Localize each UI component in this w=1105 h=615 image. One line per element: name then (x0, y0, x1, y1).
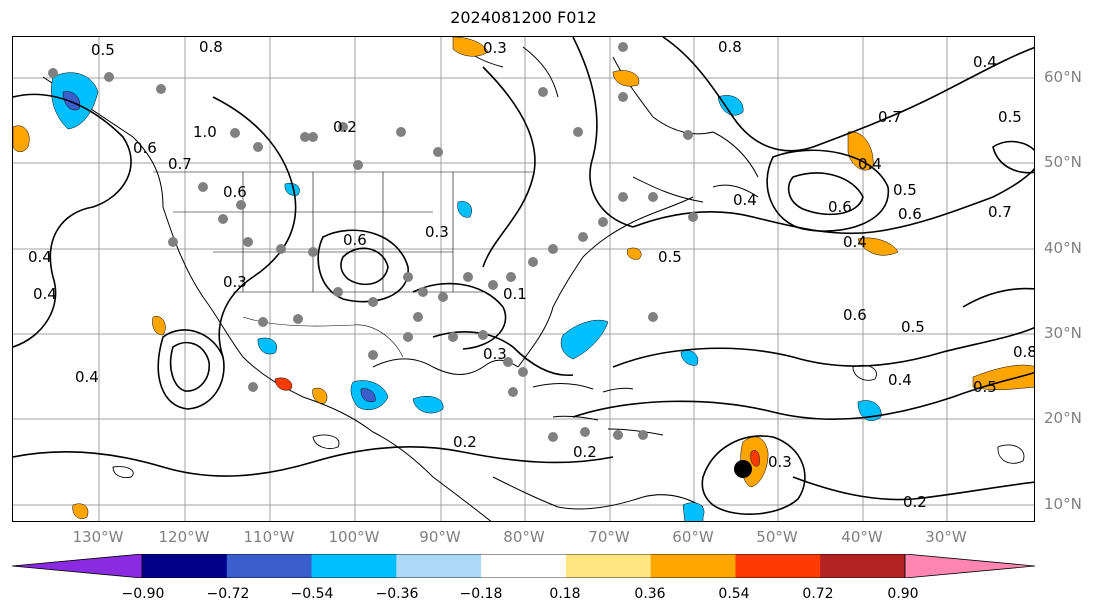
contour-label: 0.2 (903, 493, 927, 511)
contour-label: 0.8 (718, 38, 742, 56)
map-panel: 0.5 0.8 0.3 0.6 1.0 0.7 0.6 0.4 0.6 0.3 … (12, 36, 1035, 522)
colorbar-tick: 0.36 (634, 586, 666, 602)
colorbar-tick: −0.90 (121, 586, 165, 602)
colorbar-tick: −0.18 (459, 586, 503, 602)
political-borders (153, 171, 533, 358)
contour-label: 0.4 (733, 191, 757, 209)
contour-label: 0.6 (898, 205, 922, 223)
colorbar-segment (481, 554, 567, 578)
contour-label: 0.4 (888, 371, 912, 389)
contour-label: 0.4 (973, 53, 997, 71)
contour-label-layer: 0.5 0.8 0.3 0.6 1.0 0.7 0.6 0.4 0.6 0.3 … (28, 38, 1035, 511)
colorbar-tick: 0.72 (802, 586, 834, 602)
contour-label: 0.5 (973, 378, 997, 396)
colorbar-segment (142, 554, 228, 578)
contour-label: 0.3 (483, 39, 507, 57)
contour-label: 0.7 (988, 203, 1012, 221)
colorbar-svg (11, 553, 1036, 579)
contour-label: 0.6 (133, 139, 157, 157)
contour-label: 0.3 (768, 453, 792, 471)
longitude-label: 40°W (841, 528, 883, 546)
contour-label: 0.6 (828, 198, 852, 216)
contour-label: 0.2 (573, 443, 597, 461)
colorbar-segment (735, 554, 821, 578)
colorbar-tick: −0.54 (290, 586, 334, 602)
contour-label: 0.7 (878, 108, 902, 126)
colorbar-segment (650, 554, 736, 578)
longitude-label: 110°W (243, 528, 295, 546)
contour-label: 0.6 (843, 306, 867, 324)
contour-label: 0.3 (425, 223, 449, 241)
station-markers (48, 42, 698, 442)
colorbar-over-arrow (904, 553, 1036, 579)
colorbar-tick: −0.36 (375, 586, 419, 602)
contour-label: 0.8 (1013, 343, 1035, 361)
longitude-label: 70°W (588, 528, 630, 546)
latitude-label: 40°N (1044, 239, 1082, 257)
storm-marker (734, 460, 752, 478)
longitude-label: 50°W (756, 528, 798, 546)
contour-label: 0.5 (893, 181, 917, 199)
latitude-label: 60°N (1044, 68, 1082, 86)
colorbar-segment (311, 554, 397, 578)
longitude-label: 60°W (672, 528, 714, 546)
contour-lines-thin (112, 364, 1025, 478)
colorbar-under-arrow (11, 553, 143, 579)
contour-label: 0.6 (223, 183, 247, 201)
colorbar-segment (226, 554, 313, 578)
latitude-label: 10°N (1044, 495, 1082, 513)
contour-label: 0.1 (503, 285, 527, 303)
longitude-label: 30°W (925, 528, 967, 546)
contour-label: 0.8 (199, 38, 223, 56)
map-canvas: 0.5 0.8 0.3 0.6 1.0 0.7 0.6 0.4 0.6 0.3 … (13, 37, 1035, 521)
colorbar-tick: −0.72 (206, 586, 250, 602)
contour-label: 0.5 (901, 318, 925, 336)
colorbar-segments (141, 553, 906, 579)
contour-label: 0.6 (343, 231, 367, 249)
colorbar-tick: 0.18 (549, 586, 581, 602)
contour-label: 0.4 (33, 285, 57, 303)
colorbar-tick: 0.90 (887, 586, 919, 602)
latitude-label: 20°N (1044, 409, 1082, 427)
contour-label: 0.4 (843, 233, 867, 251)
longitude-label: 100°W (328, 528, 380, 546)
colorbar-segment (565, 554, 652, 578)
colorbar-segment (396, 554, 482, 578)
contour-label: 0.4 (75, 368, 99, 386)
shading-positive (13, 37, 1034, 519)
colorbar-tick: 0.54 (718, 586, 750, 602)
contour-label: 0.2 (333, 118, 357, 136)
coastlines (42, 37, 759, 521)
contour-label: 0.3 (483, 345, 507, 363)
contour-label: 0.4 (28, 248, 52, 266)
contour-lines (13, 37, 1034, 515)
contour-label: 0.5 (91, 41, 115, 59)
contour-label: 0.5 (998, 108, 1022, 126)
longitude-label: 80°W (503, 528, 545, 546)
contour-label: 0.7 (168, 155, 192, 173)
chart-title: 2024081200 F012 (450, 8, 597, 27)
longitude-label: 130°W (72, 528, 124, 546)
latitude-label: 30°N (1044, 324, 1082, 342)
latitude-label: 50°N (1044, 153, 1082, 171)
colorbar (11, 553, 1036, 579)
longitude-label: 90°W (419, 528, 461, 546)
contour-label: 0.3 (223, 273, 247, 291)
colorbar-segment (820, 554, 906, 578)
contour-label: 0.2 (453, 433, 477, 451)
longitude-label: 120°W (158, 528, 210, 546)
contour-label: 0.5 (658, 248, 682, 266)
contour-label: 1.0 (193, 123, 217, 141)
contour-label: 0.4 (858, 155, 882, 173)
